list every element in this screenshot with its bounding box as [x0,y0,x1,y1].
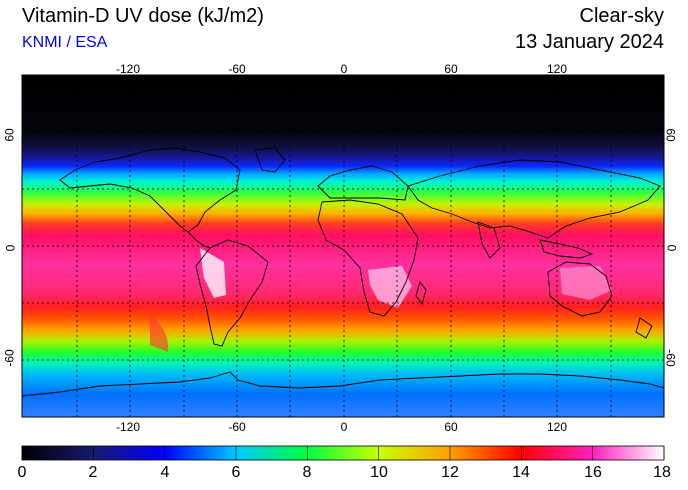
colorbar-label: 0 [17,464,27,481]
colorbar-label: 14 [512,464,530,481]
africa-coast [317,199,419,317]
colorbar-label: 4 [160,464,170,481]
colorbar-label: 6 [231,464,241,481]
date-label: 13 January 2024 [514,31,664,53]
colorbar-label: 8 [302,464,312,481]
colorbar-label: 18 [653,464,671,481]
australia-coast [547,261,613,317]
central-america-coast [187,231,211,249]
lon-tick-top: -60 [228,62,246,76]
lon-tick-top: 120 [546,62,568,76]
colorbar-label: 2 [88,464,98,481]
map-title: Vitamin-D UV dose (kJ/m2) [22,5,264,27]
graticule [22,75,664,417]
asia-coast [407,159,661,239]
sky-mode-label: Clear-sky [579,5,664,27]
southern-africa-high-dose-region [368,266,412,308]
lon-tick-bottom: -120 [115,420,141,434]
lon-tick-bottom: 0 [340,420,348,434]
north-america-coast [59,147,241,233]
south-pacific-streak [150,315,169,352]
india-coast [477,221,501,259]
andes-high-dose-region [200,248,226,298]
madagascar-coast [415,281,427,305]
colorbar-label: 10 [370,464,388,481]
lon-tick-top: 60 [444,62,458,76]
new-zealand-coast [635,317,653,339]
colorbar-label: 12 [441,464,459,481]
south-america-coast [195,239,269,347]
map-frame [21,74,665,418]
credit-label: KNMI / ESA [22,34,108,51]
lon-tick-bottom: 60 [444,420,458,434]
colorbar-label: 16 [584,464,602,481]
colorbar-ticks [21,446,665,460]
lon-tick-bottom: -60 [228,420,246,434]
lon-tick-bottom: 120 [546,420,568,434]
colorbar [22,446,664,460]
antarctica-coast [22,371,664,397]
coastlines [22,147,664,397]
greenland-coast [254,147,286,173]
lon-tick-top: 0 [340,62,348,76]
maritime-asia-coast [539,239,594,259]
australia-high-dose-region [560,266,612,300]
lon-tick-top: -120 [115,62,141,76]
